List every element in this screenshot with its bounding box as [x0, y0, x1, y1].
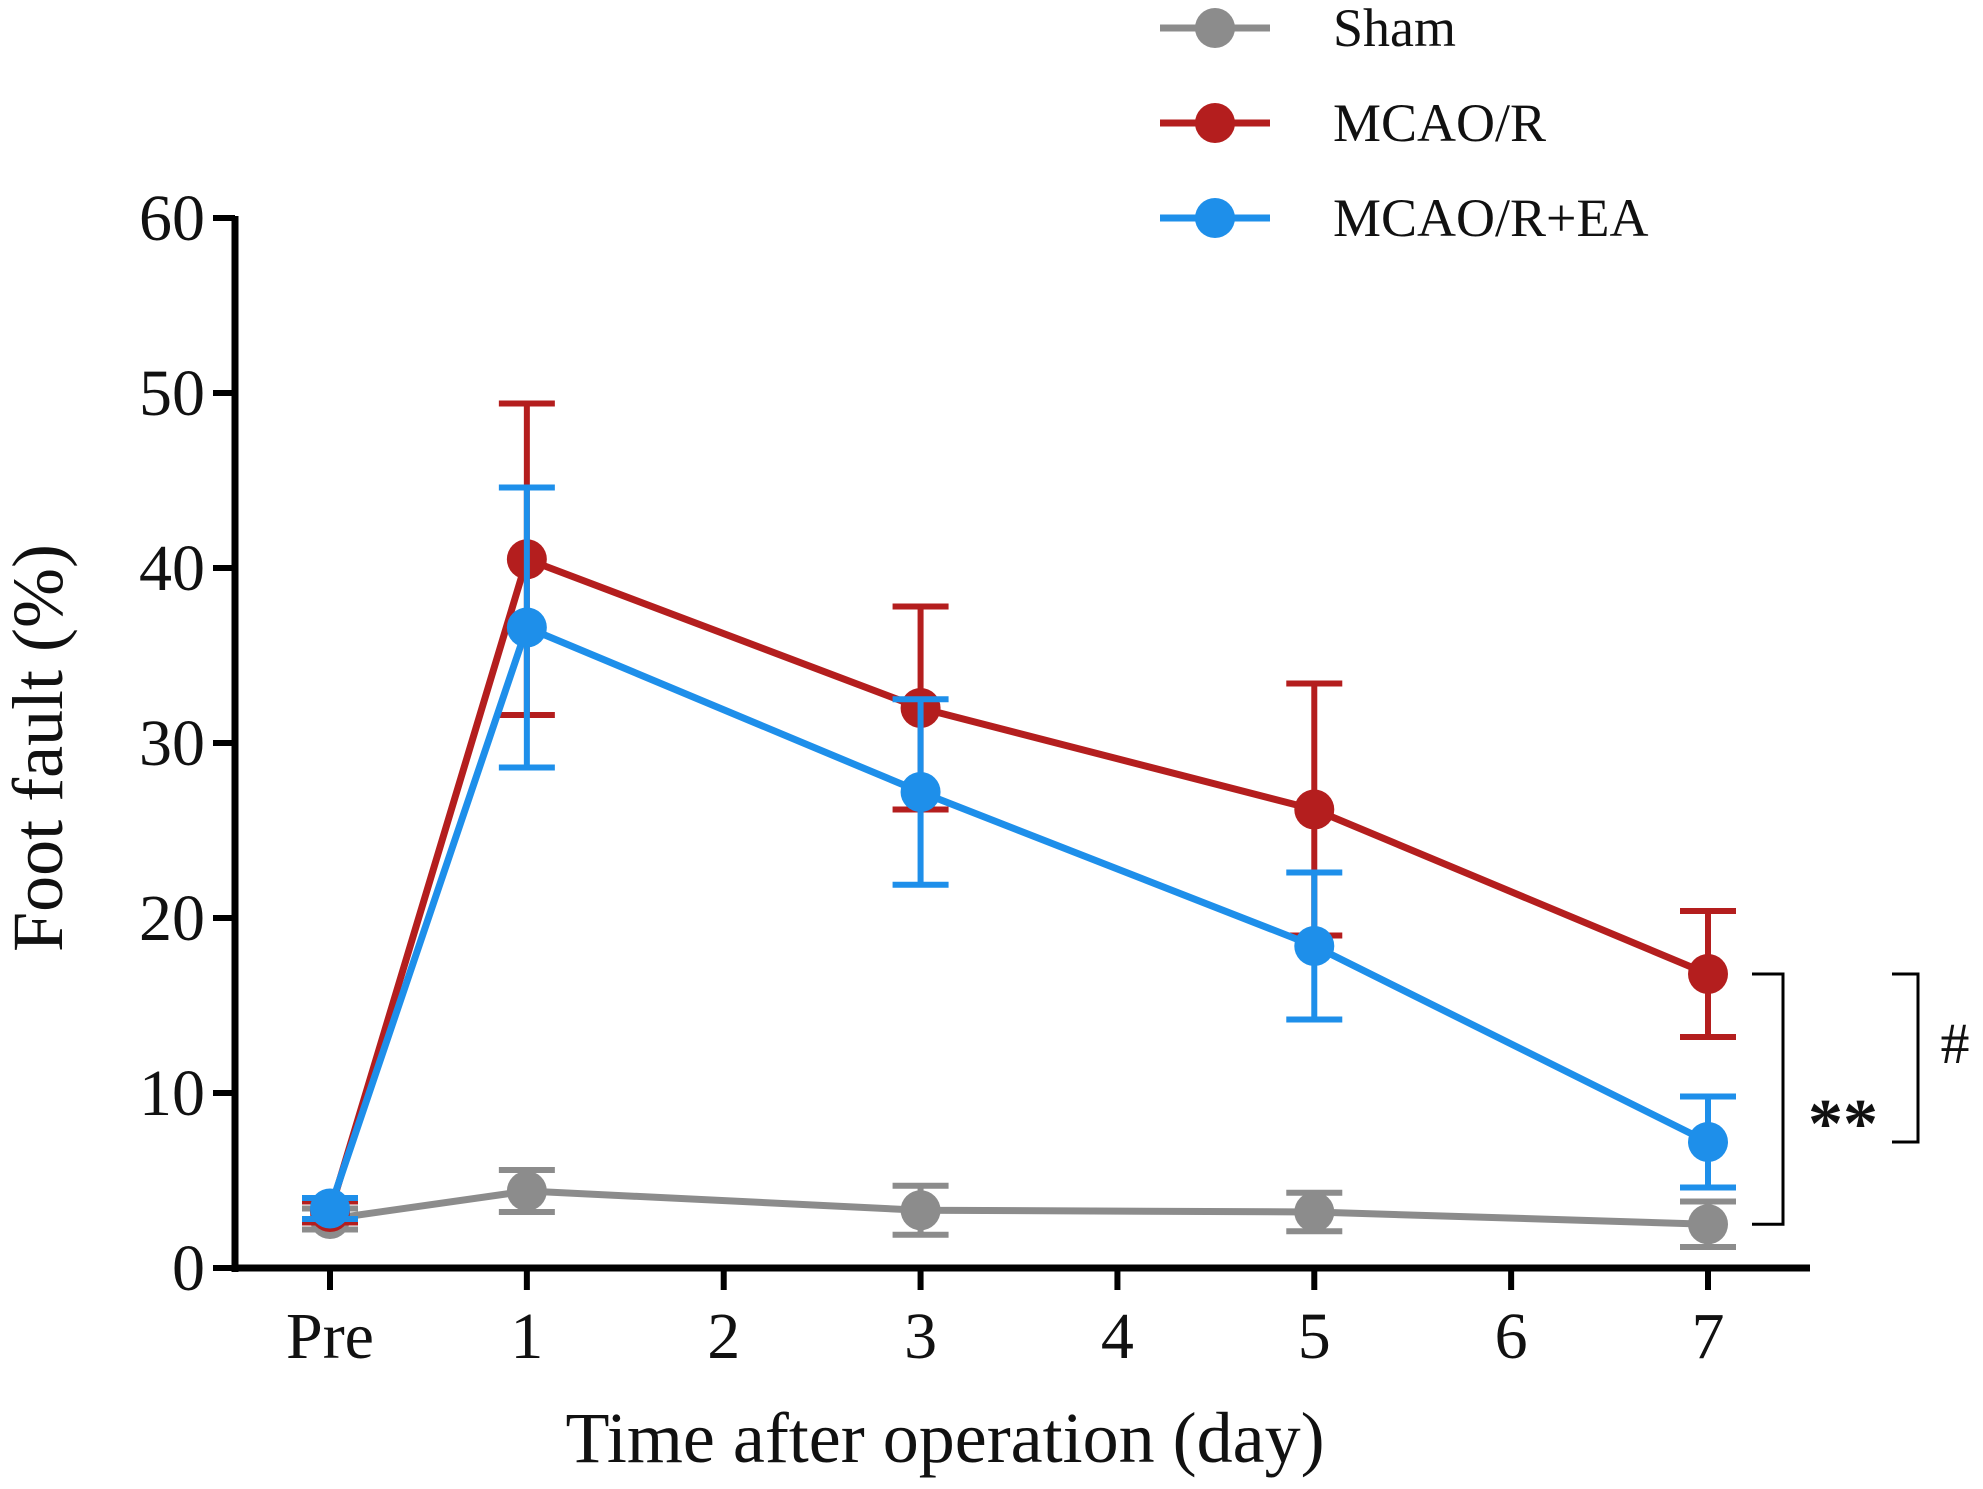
data-point — [1294, 1192, 1335, 1232]
x-tick-label-2: 2 — [707, 1300, 740, 1373]
x-tick-label-3: 3 — [904, 1300, 937, 1373]
legend-swatch-marker — [1195, 8, 1235, 48]
legend-item: MCAO/R — [1160, 93, 1546, 153]
legend-label: Sham — [1333, 0, 1456, 58]
legend-item: MCAO/R+EA — [1160, 188, 1648, 248]
legend-item: Sham — [1160, 0, 1456, 58]
x-tick-label-1: 1 — [510, 1300, 543, 1373]
legend: Sham MCAO/R MCAO/R+EA — [1160, 0, 1648, 248]
y-tick-label-40: 40 — [139, 532, 205, 605]
y-axis-title: Foot fault (%) — [0, 544, 78, 952]
y-tick-label-30: 30 — [139, 707, 205, 780]
legend-swatch-marker — [1195, 103, 1235, 143]
significance-label: ** — [1808, 1086, 1878, 1163]
significance-annotations: ** # — [1752, 972, 1970, 1226]
data-point — [900, 1190, 941, 1231]
data-point — [1688, 1204, 1728, 1245]
x-axis-title: Time after operation (day) — [565, 1398, 1324, 1478]
series-mcao-r — [302, 400, 1736, 1232]
x-tick-label-4: 4 — [1101, 1300, 1134, 1373]
y-tick-label-60: 60 — [139, 182, 205, 255]
x-tick-label-7: 7 — [1692, 1300, 1725, 1373]
data-point — [1688, 954, 1728, 994]
series-layer — [302, 400, 1736, 1250]
axes-layer: 0 10 20 30 40 50 60 Pre 1 2 3 4 5 6 7 — [139, 182, 1810, 1373]
significance-label: # — [1941, 1011, 1970, 1076]
y-tick-label-10: 10 — [139, 1057, 205, 1130]
y-tick-label-20: 20 — [139, 882, 205, 955]
legend-swatch-marker — [1195, 198, 1235, 238]
x-tick-label-5: 5 — [1298, 1300, 1331, 1373]
data-point — [506, 1171, 547, 1211]
series-line — [326, 555, 1710, 1214]
data-point — [900, 772, 941, 812]
series-mcao-r-ea — [302, 484, 1736, 1229]
bracket-double-star: ** — [1752, 972, 1878, 1226]
series-sham — [302, 1167, 1736, 1250]
x-tick-label-Pre: Pre — [286, 1300, 374, 1373]
data-point — [506, 607, 547, 648]
legend-label: MCAO/R — [1333, 93, 1546, 153]
data-point — [1294, 789, 1335, 830]
y-tick-label-50: 50 — [139, 357, 205, 430]
x-tick-label-6: 6 — [1495, 1300, 1528, 1373]
legend-label: MCAO/R+EA — [1333, 188, 1648, 248]
data-point — [1688, 1122, 1728, 1162]
bracket-hash: # — [1892, 972, 1970, 1144]
data-point — [310, 1188, 350, 1229]
y-tick-label-0: 0 — [172, 1232, 205, 1305]
data-point — [1294, 926, 1335, 966]
